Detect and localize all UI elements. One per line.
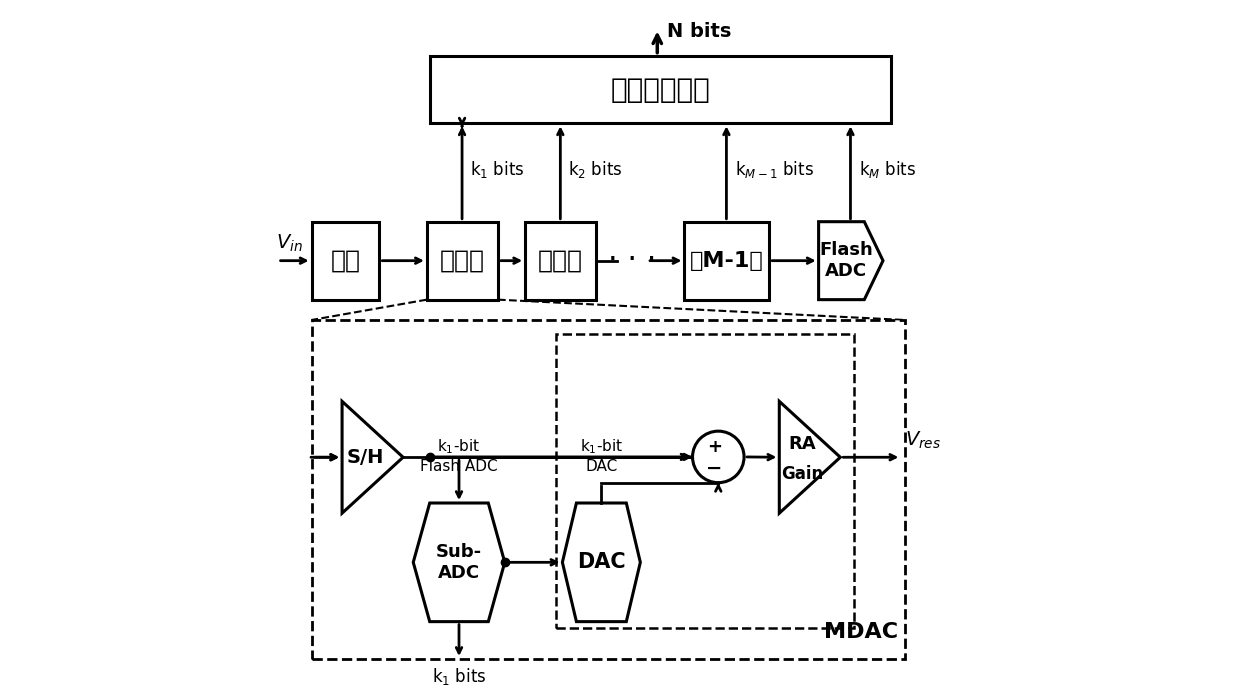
Polygon shape [342,401,403,513]
FancyBboxPatch shape [684,222,769,300]
Text: k$_1$ bits: k$_1$ bits [470,159,525,180]
Text: MDAC: MDAC [823,622,898,642]
FancyBboxPatch shape [556,334,854,628]
Text: k$_2$ bits: k$_2$ bits [568,159,622,180]
Text: k$_1$-bit
DAC: k$_1$-bit DAC [580,437,622,473]
Text: Gain: Gain [781,465,823,483]
Text: 第M-1级: 第M-1级 [689,251,764,271]
Text: k$_{M-1}$ bits: k$_{M-1}$ bits [734,159,813,180]
Text: k$_1$-bit
Flash ADC: k$_1$-bit Flash ADC [420,437,497,473]
Text: 第一级: 第一级 [439,249,485,273]
Text: N bits: N bits [667,22,732,41]
FancyBboxPatch shape [525,222,596,300]
Text: $V_{res}$: $V_{res}$ [905,430,941,451]
Text: k$_1$ bits: k$_1$ bits [432,665,486,687]
FancyBboxPatch shape [427,222,498,300]
FancyBboxPatch shape [311,222,379,300]
Text: −: − [707,459,723,478]
Text: S/H: S/H [346,448,384,466]
Text: 位对齐与拼接: 位对齐与拼接 [611,75,711,104]
Text: 采保: 采保 [331,249,361,273]
Text: Sub-
ADC: Sub- ADC [436,543,482,582]
Text: 第二级: 第二级 [538,249,583,273]
Text: DAC: DAC [577,552,626,572]
FancyBboxPatch shape [311,320,905,659]
Text: $V_{in}$: $V_{in}$ [275,233,303,254]
FancyBboxPatch shape [430,55,892,124]
Text: +: + [707,438,722,456]
Text: k$_M$ bits: k$_M$ bits [858,159,916,180]
Polygon shape [563,503,640,622]
Polygon shape [818,222,883,300]
Polygon shape [413,503,505,622]
Circle shape [692,431,744,483]
Text: Flash
ADC: Flash ADC [820,241,873,280]
Polygon shape [779,401,841,513]
Text: RA: RA [789,435,816,453]
Text: · · ·: · · · [608,246,656,275]
